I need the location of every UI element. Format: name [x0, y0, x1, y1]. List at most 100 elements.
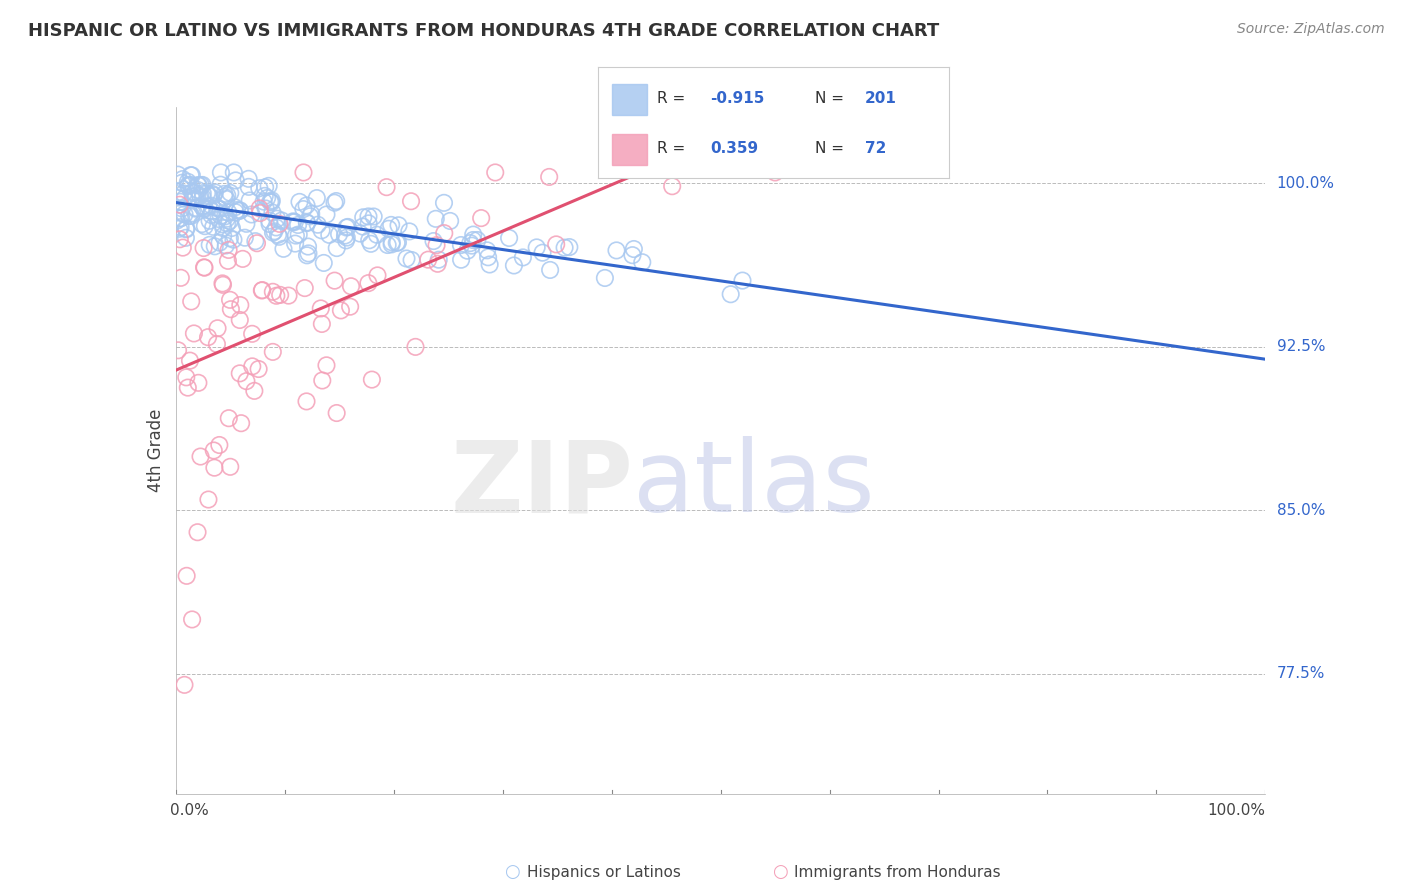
- Point: [311, 317, 333, 331]
- Point: [228, 203, 250, 218]
- Point: [256, 191, 278, 205]
- Point: [245, 234, 267, 248]
- Point: [252, 283, 274, 297]
- Point: [311, 223, 333, 237]
- Point: [231, 416, 253, 430]
- Point: [209, 209, 232, 223]
- Point: [173, 678, 195, 692]
- Point: [273, 242, 295, 256]
- Point: [284, 215, 307, 229]
- Point: [174, 370, 197, 384]
- Point: [339, 300, 361, 314]
- Point: [262, 344, 284, 359]
- Point: [295, 394, 318, 409]
- Point: [167, 185, 190, 199]
- Point: [202, 188, 225, 202]
- Point: [335, 234, 357, 248]
- Point: [215, 238, 238, 252]
- Point: [166, 214, 188, 228]
- Point: [478, 258, 501, 272]
- Point: [526, 240, 548, 254]
- Bar: [612, 134, 647, 165]
- Point: [238, 171, 260, 186]
- Point: [294, 281, 316, 295]
- Point: [269, 217, 291, 231]
- Point: [467, 233, 489, 247]
- Point: [359, 233, 381, 247]
- Point: [214, 210, 236, 224]
- Point: [277, 288, 299, 302]
- Point: [229, 298, 252, 312]
- Point: [309, 301, 332, 316]
- Point: [418, 252, 440, 267]
- Text: -0.915: -0.915: [710, 91, 765, 105]
- Point: [352, 211, 374, 225]
- Point: [323, 274, 346, 288]
- Point: [183, 326, 205, 341]
- Text: 0.359: 0.359: [710, 141, 758, 156]
- Point: [169, 194, 191, 209]
- Point: [180, 169, 202, 183]
- Point: [209, 165, 232, 179]
- Point: [249, 202, 271, 216]
- Point: [193, 202, 215, 216]
- Point: [194, 201, 217, 215]
- Point: [174, 222, 197, 236]
- Point: [204, 186, 226, 200]
- Point: [763, 165, 786, 179]
- Point: [179, 353, 201, 368]
- Point: [197, 330, 219, 344]
- Point: [422, 234, 444, 248]
- Point: [318, 227, 340, 242]
- Point: [177, 381, 200, 395]
- Point: [538, 169, 561, 184]
- Bar: [612, 84, 647, 115]
- Point: [186, 525, 209, 540]
- Point: [297, 246, 319, 260]
- Point: [363, 210, 385, 224]
- Point: [167, 343, 190, 358]
- Point: [212, 277, 235, 292]
- Point: [470, 211, 492, 226]
- Point: [247, 181, 270, 195]
- Point: [169, 232, 191, 246]
- Point: [184, 186, 207, 200]
- Point: [461, 233, 484, 247]
- Point: [269, 229, 291, 244]
- Point: [194, 219, 217, 234]
- Text: 100.0%: 100.0%: [1277, 176, 1334, 191]
- Point: [217, 217, 239, 231]
- Point: [307, 218, 329, 232]
- Point: [177, 175, 200, 189]
- Point: [377, 221, 399, 235]
- Point: [621, 248, 644, 262]
- Point: [326, 241, 349, 255]
- Point: [299, 209, 322, 223]
- Point: [200, 199, 222, 213]
- Point: [232, 252, 254, 266]
- Text: 201: 201: [865, 91, 897, 105]
- Point: [401, 252, 423, 267]
- Point: [295, 216, 318, 230]
- Text: N =: N =: [815, 91, 849, 105]
- Point: [259, 194, 281, 209]
- Point: [173, 186, 195, 201]
- Point: [184, 192, 207, 206]
- Point: [180, 178, 202, 192]
- Point: [264, 220, 287, 235]
- Point: [381, 235, 404, 250]
- Point: [202, 219, 225, 234]
- Point: [211, 217, 233, 231]
- Point: [450, 252, 472, 267]
- Point: [262, 226, 284, 240]
- Point: [212, 228, 235, 243]
- Point: [395, 252, 418, 266]
- Text: N =: N =: [815, 141, 849, 156]
- Point: [233, 230, 256, 244]
- Point: [558, 240, 581, 254]
- Point: [249, 206, 271, 220]
- Point: [222, 165, 245, 179]
- Point: [360, 236, 382, 251]
- Point: [174, 221, 197, 235]
- Point: [281, 214, 304, 228]
